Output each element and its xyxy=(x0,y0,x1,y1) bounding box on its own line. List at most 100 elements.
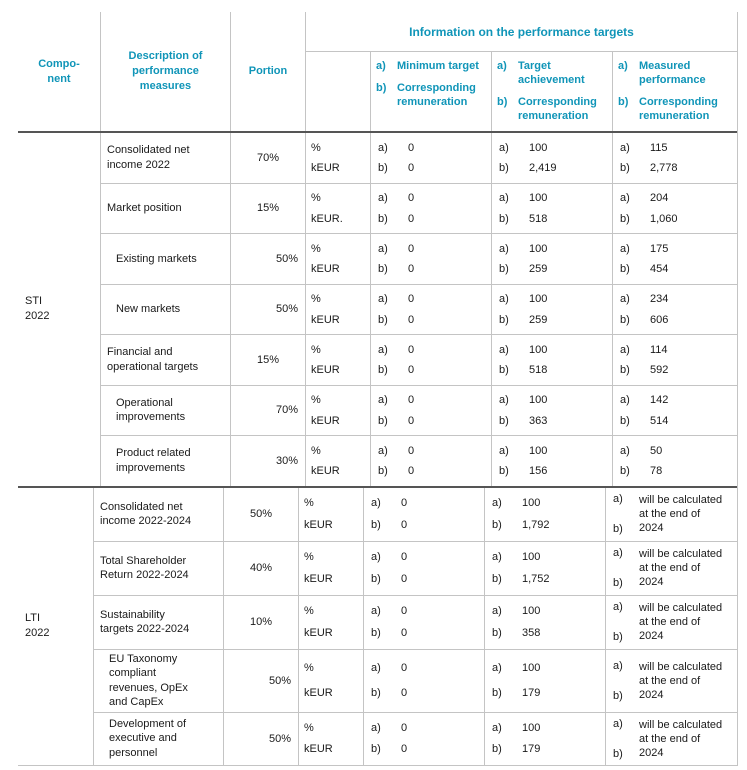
line-a: a) 0 xyxy=(371,394,491,406)
line-b: b) 156 xyxy=(492,465,612,477)
value-b: 1,752 xyxy=(522,572,550,585)
line-b: b) 592 xyxy=(613,364,737,376)
value-a: 100 xyxy=(529,343,548,356)
marker-a: a) xyxy=(499,293,509,305)
target-achievement-cell: a) 100 b) 156 xyxy=(492,436,613,486)
value-b: 518 xyxy=(529,212,548,225)
line-a: a) 100 xyxy=(485,497,605,509)
minimum-target-cell: a) 0 b) 0 xyxy=(371,436,492,486)
line-a: a) 100 xyxy=(485,662,605,674)
target-achievement-cell: a) 100 b) 1,792 xyxy=(485,487,606,541)
portion-cell: 10% xyxy=(224,595,299,649)
line-a: a) 100 xyxy=(485,722,605,734)
table-row: Operational improvements 70%% kEUR a) 0 b) 0 a)… xyxy=(101,384,737,435)
section-rows: Consolidated net income 2022-2024 50%% kEU… xyxy=(94,487,737,765)
value-a: 0 xyxy=(408,242,415,255)
line-b: b) 0 xyxy=(371,465,491,477)
unit-keur: kEUR xyxy=(311,162,340,174)
unit-percent: % xyxy=(304,721,314,734)
header-component: Compo- nent xyxy=(18,12,101,131)
pending-layout: a) b) will be calculated at the end of 202… xyxy=(613,493,723,535)
line-a: a) 0 xyxy=(364,551,484,563)
marker-b: b) xyxy=(492,572,502,585)
minimum-target-cell: a) 0 b) 0 xyxy=(371,183,492,233)
table-row: Financial and operational targets 15%% kEU… xyxy=(101,334,737,385)
value-b: 2,778 xyxy=(650,162,678,174)
unit-cell: % kEUR xyxy=(306,335,371,385)
target-achievement-cell: a) 100 b) 358 xyxy=(485,595,606,649)
marker-a: a) xyxy=(618,60,628,72)
value-b: 179 xyxy=(522,743,541,756)
value-b: 156 xyxy=(529,465,548,477)
unit-cell: % kEUR xyxy=(299,712,364,765)
marker-a: a) xyxy=(492,605,502,618)
value-b: 259 xyxy=(529,263,548,275)
header-unit-spacer xyxy=(306,52,371,131)
measured-performance-cell: a) b) will be calculated at the end of 202… xyxy=(606,596,737,649)
marker-a: a) xyxy=(613,601,623,613)
line-b: b) 0 xyxy=(364,687,484,699)
measure-cell: New markets xyxy=(101,284,231,334)
table-row: EU Taxonomy compliant revenues, OpEx and… xyxy=(94,648,737,712)
line-b: b) 0 xyxy=(371,415,491,427)
marker-b: b) xyxy=(378,212,388,225)
marker-a: a) xyxy=(492,497,502,510)
target-achievement-cell: a) 100 b) 259 xyxy=(492,284,613,334)
marker-b: b) xyxy=(371,518,381,531)
marker-b: b) xyxy=(492,626,502,639)
header-group-label: Target achievement xyxy=(518,60,585,86)
portion-cell: 50% xyxy=(224,712,299,765)
value-b: 0 xyxy=(401,518,408,531)
marker-a: a) xyxy=(378,444,388,457)
line-b: b) 518 xyxy=(492,213,612,225)
unit-keur: kEUR xyxy=(311,414,340,427)
marker-a: a) xyxy=(378,293,388,305)
value-b: 259 xyxy=(529,313,548,326)
value-a: 142 xyxy=(650,394,669,406)
minimum-target-cell: a) 0 b) 0 xyxy=(371,335,492,385)
line-a: a) 100 xyxy=(485,551,605,563)
marker-b: b) xyxy=(371,572,381,585)
marker-a: a) xyxy=(492,551,502,564)
line-a: a) 100 xyxy=(492,293,612,305)
portion-cell: 50% xyxy=(224,649,299,712)
value-a: 100 xyxy=(522,662,541,675)
line-b: b) 0 xyxy=(371,364,491,376)
unit-cell: % kEUR xyxy=(306,234,371,284)
pending-text: will be calculated at the end of 2024 xyxy=(639,660,723,701)
line-a: a) 100 xyxy=(492,344,612,356)
value-a: 0 xyxy=(401,497,408,510)
value-a: 0 xyxy=(408,192,415,204)
marker-a: a) xyxy=(613,717,623,730)
measure-cell: Consolidated net income 2022-2024 xyxy=(94,487,224,541)
pending-text: will be calculated at the end of 2024 xyxy=(639,494,723,534)
marker-b: b) xyxy=(499,414,509,427)
value-b: 0 xyxy=(408,263,415,275)
marker-a: a) xyxy=(371,721,381,734)
value-b: 2,419 xyxy=(529,162,557,174)
unit-keur: kEUR xyxy=(311,465,340,477)
unit-keur: kEUR xyxy=(304,626,333,639)
marker-a: a) xyxy=(371,497,381,510)
pending-markers: a) b) xyxy=(613,660,639,702)
measure-cell: Sustainability targets 2022-2024 xyxy=(94,595,224,649)
value-a: 100 xyxy=(529,444,548,457)
line-b: b) 514 xyxy=(613,415,737,427)
unit-percent: % xyxy=(311,192,321,204)
marker-b: b) xyxy=(499,313,509,326)
minimum-target-cell: a) 0 b) 0 xyxy=(364,487,485,541)
component-cell: STI 2022 xyxy=(18,133,101,486)
marker-a: a) xyxy=(378,394,388,406)
unit-cell: % kEUR xyxy=(306,284,371,334)
measured-performance-cell: a) b) will be calculated at the end of 202… xyxy=(606,713,737,765)
marker-b: b) xyxy=(378,414,388,427)
table-row: Market position 15%% kEUR. a) 0 b) 0 a) 100 b) 518… xyxy=(101,182,737,233)
value-b: 179 xyxy=(522,686,541,699)
value-a: 0 xyxy=(401,551,408,564)
portion-cell: 40% xyxy=(224,541,299,595)
marker-b: b) xyxy=(378,162,388,174)
pending-layout: a) b) will be calculated at the end of 202… xyxy=(613,601,723,643)
portion-cell: 50% xyxy=(231,234,306,284)
marker-b: b) xyxy=(499,162,509,174)
marker-a: a) xyxy=(499,242,509,255)
